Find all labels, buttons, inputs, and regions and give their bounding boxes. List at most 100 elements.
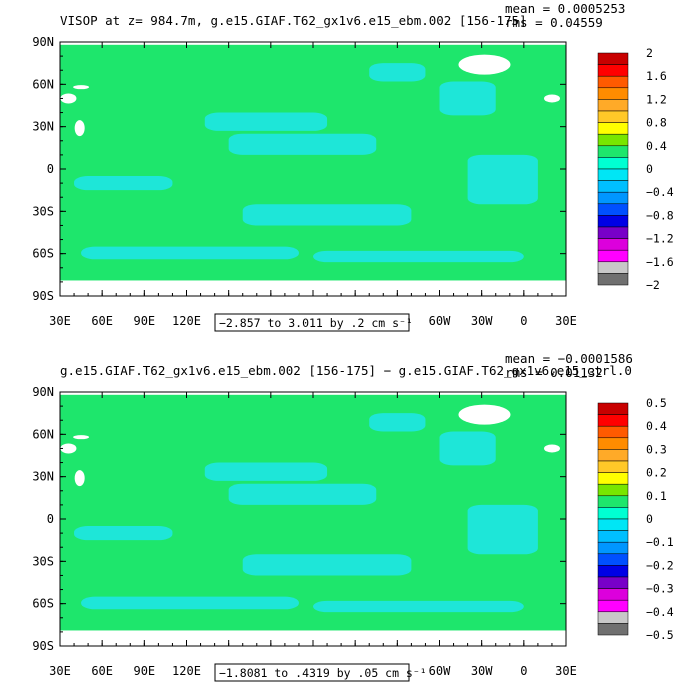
x-tick-label: 30W [471, 664, 493, 678]
land-mask [74, 470, 85, 487]
colorbar-label: −2 [646, 278, 660, 292]
colorbar-cell [597, 215, 629, 228]
colorbar-cell [597, 226, 629, 239]
x-tick-label: 120E [172, 664, 201, 678]
range-label: −2.857 to 3.011 by .2 cm s⁻¹ [219, 316, 413, 330]
stat-mean: mean = −0.0001586 [505, 351, 633, 366]
land-mask [458, 54, 511, 75]
chart-title: VISOP at z= 984.7m, g.e15.GIAF.T62_gx1v6… [60, 13, 527, 28]
colorbar-cell [597, 64, 629, 77]
colorbar-label: 2 [646, 46, 653, 60]
colorbar-cell [597, 576, 629, 589]
x-tick-label: 0 [520, 314, 527, 328]
x-tick-label: 60W [429, 314, 451, 328]
x-tick-label: 0 [520, 664, 527, 678]
panel-2: 30E60E90E120E150E180150W120W90W60W30W030… [32, 351, 674, 682]
land-mask [60, 93, 77, 104]
colorbar-cell [597, 483, 629, 497]
colorbar-cell [597, 565, 629, 578]
colorbar-cell [597, 507, 629, 520]
light-region [369, 413, 426, 432]
colorbar-cell [597, 530, 629, 543]
colorbar-label: 0 [646, 162, 653, 176]
x-tick-label: 60E [91, 314, 113, 328]
land-mask [74, 120, 85, 137]
colorbar-label: −1.2 [646, 232, 674, 246]
x-tick-label: 30E [555, 664, 577, 678]
colorbar-cell [597, 75, 629, 89]
light-region [228, 483, 377, 505]
y-tick-label: 90S [32, 289, 54, 303]
colorbar-cell [597, 180, 629, 193]
colorbar-cell [597, 238, 629, 251]
light-region [439, 81, 496, 116]
colorbar-label: 1.2 [646, 92, 667, 106]
panel-1: 30E60E90E120E150E180150W120W90W60W30W030… [32, 1, 674, 332]
colorbar-cell [597, 425, 629, 439]
colorbar-cell [597, 449, 629, 462]
light-region [81, 246, 299, 260]
land-mask [544, 444, 560, 453]
colorbar-label: 0.8 [646, 116, 667, 130]
x-tick-label: 30E [555, 314, 577, 328]
range-box [214, 663, 410, 682]
colorbar-cell [597, 99, 629, 112]
x-tick-label: 120E [172, 314, 201, 328]
light-region [467, 504, 538, 555]
colorbar-label: −0.3 [646, 582, 674, 596]
colorbar-label: 0.5 [646, 396, 667, 410]
colorbar-label: −0.5 [646, 628, 674, 642]
stat-mean: mean = 0.0005253 [505, 1, 625, 16]
y-tick-label: 30N [32, 470, 54, 484]
x-tick-label: 30E [49, 664, 71, 678]
colorbar-label: 0.1 [646, 489, 667, 503]
colorbar-label: −0.8 [646, 208, 674, 222]
colorbar-cell [597, 402, 629, 415]
range-box [214, 313, 410, 332]
colorbar-label: 0.4 [646, 139, 667, 153]
y-tick-label: 60S [32, 597, 54, 611]
light-region [204, 112, 328, 131]
land-mask [60, 443, 77, 454]
colorbar-cell [597, 52, 629, 65]
chart-title: g.e15.GIAF.T62_gx1v6.e15_ebm.002 [156-17… [60, 363, 632, 378]
land-mask [73, 435, 90, 440]
x-tick-label: 60E [91, 664, 113, 678]
colorbar-label: −0.4 [646, 185, 674, 199]
colorbar-label: −0.4 [646, 605, 674, 619]
colorbar-cell [597, 191, 629, 205]
light-region [204, 462, 328, 481]
light-region [369, 63, 426, 82]
x-tick-label: 60W [429, 664, 451, 678]
y-tick-label: 0 [47, 512, 54, 526]
land-mask [458, 404, 511, 425]
colorbar-label: 0.2 [646, 466, 667, 480]
light-region [74, 176, 173, 191]
light-region [81, 596, 299, 610]
colorbar-cell [597, 122, 629, 135]
y-tick-label: 60S [32, 247, 54, 261]
y-tick-label: 30N [32, 120, 54, 134]
colorbar-cell [597, 472, 629, 485]
colorbar-cell [597, 541, 629, 555]
stat-rms: rms = 0.01132 [505, 365, 603, 380]
light-region [242, 554, 412, 576]
colorbar-label: 0 [646, 512, 653, 526]
light-region [228, 133, 377, 155]
colorbar-cell [597, 168, 629, 181]
colorbar-cell [597, 249, 629, 263]
colorbar-label: −0.1 [646, 535, 674, 549]
colorbar-label: 0.4 [646, 419, 667, 433]
colorbar-cell [597, 157, 629, 170]
colorbar-cell [597, 553, 629, 566]
colorbar-cell [597, 273, 629, 286]
y-tick-label: 60N [32, 427, 54, 441]
colorbar-cell [597, 437, 629, 450]
colorbar-label: −0.2 [646, 558, 674, 572]
light-region [242, 204, 412, 226]
colorbar-label: −1.6 [646, 255, 674, 269]
range-label: −1.8081 to .4319 by .05 cm s⁻¹ [219, 666, 427, 680]
colorbar-cell [597, 518, 629, 531]
colorbar-cell [597, 623, 629, 636]
